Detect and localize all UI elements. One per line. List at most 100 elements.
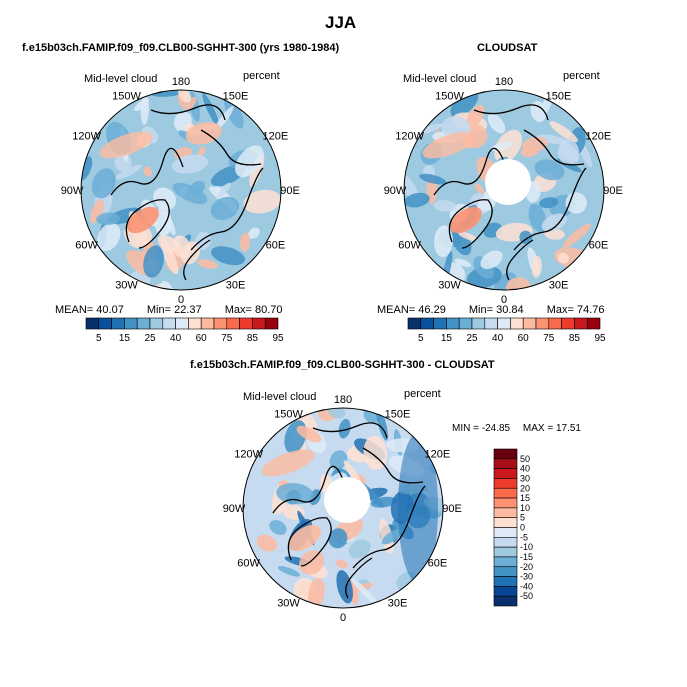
colorbar-tick-label: -40 (520, 581, 533, 591)
lon-label-60w: 60W (237, 558, 260, 570)
lon-label-60e: 60E (428, 558, 448, 570)
colorbar-tick-label: 85 (569, 333, 581, 344)
mean-value: 46.29 (418, 304, 446, 316)
colorbar-tick-label: 40 (520, 464, 530, 474)
cloud-field-patch (491, 141, 514, 151)
lon-label-60e: 60E (266, 240, 286, 252)
cloud-field-patch (458, 231, 478, 241)
lon-label-150e: 150E (223, 91, 249, 103)
cloud-field-patch (521, 136, 548, 153)
coastline (272, 465, 346, 514)
cloud-field-patch (239, 232, 251, 252)
cloud-field-patch (454, 258, 472, 267)
siberia-field-patch (422, 131, 476, 159)
lon-label-60w: 60W (75, 240, 98, 252)
lon-label-90e: 90E (280, 185, 300, 197)
eastern-negative-band (398, 433, 438, 583)
min-label: MIN = (452, 423, 479, 434)
lon-label-0: 0 (340, 612, 346, 624)
coastline (110, 147, 184, 196)
colorbar-swatch (493, 566, 518, 577)
cloud-field-patch (487, 113, 506, 134)
mean-label: MEAN= (377, 304, 416, 316)
lon-label-30w: 30W (115, 279, 138, 291)
coastline (473, 104, 549, 121)
cloud-field-patch (434, 225, 453, 258)
colorbar-tick-label: -15 (520, 552, 533, 562)
cloud-field-patch (269, 520, 287, 535)
cloud-field-patch (97, 223, 121, 251)
cloud-field-patch (328, 528, 348, 549)
coastline (433, 147, 507, 196)
lon-label-180: 180 (495, 76, 513, 88)
cloud-field-patch (536, 134, 568, 145)
colorbar-swatch (493, 537, 518, 548)
lon-label-0: 0 (178, 294, 184, 306)
cloud-field-patch (557, 139, 580, 166)
panel-diff-stats: MIN = -24.85 MAX = 17.51 (452, 424, 581, 434)
colorbar-swatch (493, 478, 518, 489)
cloud-field-patch (381, 528, 403, 545)
cloud-field-patch (243, 189, 281, 214)
cloud-field-patch (210, 196, 240, 221)
lon-label-90w: 90W (223, 503, 246, 515)
lon-label-120w: 120W (395, 131, 424, 143)
min-value: -24.85 (481, 423, 511, 434)
map-boundary-circle (80, 89, 282, 291)
colorbar-tick-label: 0 (520, 523, 525, 533)
colorbar-tick-label: 40 (170, 333, 182, 344)
min-label: Min= (146, 304, 172, 316)
cloud-field-patch (329, 450, 348, 470)
coastline (352, 485, 426, 569)
coastline (448, 199, 493, 249)
colorbar-tick-label: 5 (520, 513, 525, 523)
colorbar-tick-label: 15 (119, 333, 131, 344)
colorbar-swatch (493, 586, 518, 597)
colorbar-tick-label: 15 (441, 333, 453, 344)
cloud-field-patch (534, 159, 565, 181)
cloud-field-patch (549, 121, 578, 143)
cloud-field-patch (123, 228, 141, 249)
cloud-field-patch (217, 182, 231, 198)
colorbar-swatch (493, 487, 518, 499)
cloud-field-patch (115, 164, 142, 180)
colorbar-tick-label: 40 (492, 333, 504, 344)
colorbar-tick-label: 60 (518, 333, 530, 344)
cloud-field-patch (172, 182, 208, 205)
lon-label-0: 0 (501, 294, 507, 306)
lon-label-180: 180 (334, 394, 352, 406)
colorbar-tick-label: 25 (144, 333, 156, 344)
lon-label-150w: 150W (274, 409, 303, 421)
season-title: JJA (325, 13, 357, 32)
colorbar-swatch (493, 517, 518, 528)
mean-value: 40.07 (96, 304, 124, 316)
lon-label-30w: 30W (277, 597, 300, 609)
lon-label-120w: 120W (234, 449, 263, 461)
cloud-field-patch (531, 255, 542, 278)
panel-model-title: f.e15b03ch.FAMIP.f09_f09.CLB00-SGHHT-300… (22, 42, 340, 54)
min-value: 30.84 (496, 304, 524, 316)
coastline (200, 129, 262, 166)
cloud-field-patch (247, 227, 260, 239)
lon-label-60e: 60E (589, 240, 609, 252)
lon-label-150w: 150W (112, 91, 141, 103)
cloud-field-patch (539, 197, 559, 209)
colorbar-tick-label: -50 (520, 591, 533, 601)
colorbar-swatch (264, 317, 279, 330)
cloud-field-patch (277, 566, 301, 577)
coastline (287, 517, 332, 567)
cloud-field-patch (419, 173, 447, 185)
cloud-field-patch (336, 570, 353, 604)
coastline (312, 422, 388, 439)
cloud-field-patch (466, 104, 485, 128)
cloud-field-patch (224, 96, 244, 129)
lon-label-90w: 90W (384, 185, 407, 197)
coastline (345, 557, 373, 599)
cloud-field-patch (143, 245, 164, 278)
cloud-field-patch (161, 239, 179, 275)
colorbar-swatch (493, 497, 518, 509)
panel-model-units: percent (243, 70, 280, 82)
lon-label-90e: 90E (442, 503, 462, 515)
